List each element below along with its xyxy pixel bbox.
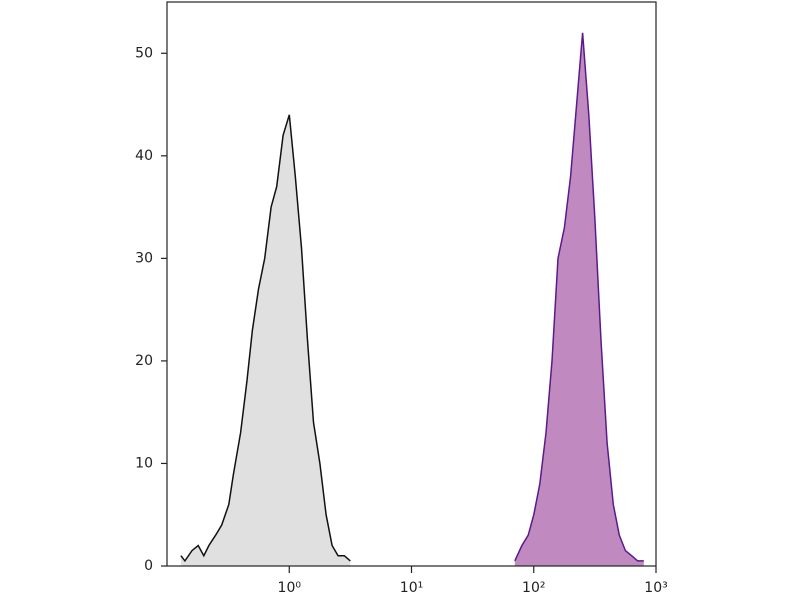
y-tick-label: 20	[135, 353, 153, 369]
x-tick-label: 10³	[644, 580, 667, 596]
x-tick-label: 10¹	[400, 580, 423, 596]
x-tick-label: 10⁰	[278, 580, 302, 596]
x-tick-label: 10²	[522, 580, 545, 596]
area-fill	[514, 32, 644, 567]
area-line	[514, 32, 644, 562]
area-fill	[180, 114, 351, 567]
y-tick-label: 50	[135, 45, 153, 61]
y-tick-label: 40	[135, 148, 153, 164]
y-tick-label: 0	[144, 558, 153, 574]
y-tick-label: 10	[135, 455, 153, 471]
y-tick-label: 30	[135, 250, 153, 266]
area-line	[180, 114, 351, 563]
